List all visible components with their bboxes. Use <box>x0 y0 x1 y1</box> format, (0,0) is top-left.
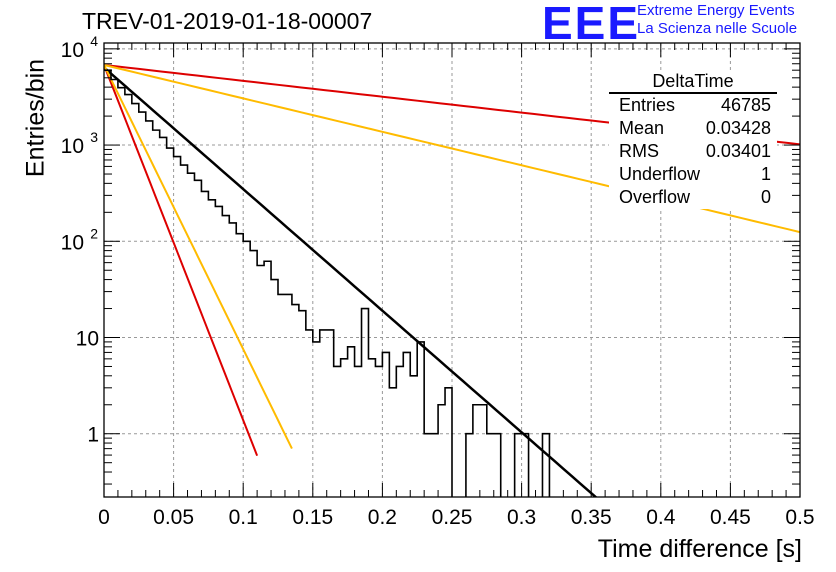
stats-title: DeltaTime <box>609 70 777 94</box>
x-tick-label: 0.45 <box>710 506 751 529</box>
y-axis-label: Entries/bin <box>21 58 50 178</box>
stats-value: 46785 <box>720 95 771 115</box>
x-tick-label: 0.05 <box>153 506 194 529</box>
stats-value: 1 <box>760 164 771 184</box>
stats-value: 0.03401 <box>705 141 771 161</box>
y-tick-exponent: 2 <box>90 225 98 241</box>
stats-row-mean: Mean 0.03428 <box>609 117 777 140</box>
stats-box: DeltaTime Entries 46785 Mean 0.03428 RMS 0.… <box>609 70 777 209</box>
axis-ticks <box>103 43 801 497</box>
stats-label: RMS <box>619 141 659 161</box>
chart-title: TREV-01-2019-01-18-00007 <box>82 8 373 34</box>
histogram <box>104 69 551 497</box>
org-line-2: La Scienza nelle Scuole <box>637 20 798 37</box>
stats-label: Mean <box>619 118 665 138</box>
stats-label: Entries <box>619 95 676 115</box>
curve-fit <box>104 66 598 497</box>
stats-row-entries: Entries 46785 <box>609 94 777 117</box>
curve-orange-steep <box>104 64 293 450</box>
x-tick-label: 0 <box>98 506 110 529</box>
y-tick-label: 1 <box>87 424 99 447</box>
org-line-1: Extreme Energy Events <box>637 2 795 19</box>
tick-labels: 0 0.05 0.1 0.15 0.2 0.25 0.3 0.35 0.4 0.45 0.51101… <box>61 33 815 529</box>
org-name: Extreme Energy Events La Scienza nelle S… <box>637 2 797 38</box>
x-tick-label: 0.15 <box>292 506 333 529</box>
stats-row-rms: RMS 0.03401 <box>609 140 777 163</box>
x-tick-label: 0.1 <box>229 506 258 529</box>
x-tick-label: 0.3 <box>507 506 536 529</box>
stats-value: 0 <box>760 187 771 207</box>
stats-value: 0.03428 <box>705 118 771 138</box>
x-tick-label: 0.25 <box>432 506 473 529</box>
y-tick-label: 10 <box>61 39 84 62</box>
x-tick-label: 0.35 <box>571 506 612 529</box>
histogram-outline <box>104 69 551 497</box>
y-tick-exponent: 3 <box>90 129 98 145</box>
x-tick-label: 0.5 <box>785 506 814 529</box>
eee-logo: EEE <box>542 0 641 49</box>
stats-label: Underflow <box>619 164 701 184</box>
x-tick-label: 0.2 <box>368 506 397 529</box>
x-axis-label: Time difference [s] <box>597 535 802 563</box>
stats-row-underflow: Underflow 1 <box>609 163 777 186</box>
x-tick-label: 0.4 <box>646 506 676 529</box>
y-tick-label: 10 <box>61 231 84 254</box>
stats-label: Overflow <box>619 187 691 207</box>
curve-red-steep <box>104 64 259 457</box>
y-tick-exponent: 4 <box>90 33 98 49</box>
y-tick-label: 10 <box>61 135 84 158</box>
y-tick-label: 10 <box>76 328 99 351</box>
stats-row-overflow: Overflow 0 <box>609 186 777 209</box>
